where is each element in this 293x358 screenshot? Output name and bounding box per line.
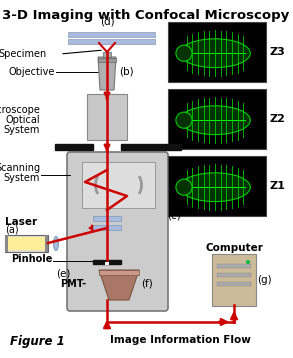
Text: System: System xyxy=(4,125,40,135)
Text: Optical: Optical xyxy=(5,115,40,125)
Text: Specimen: Specimen xyxy=(0,49,47,59)
Text: (d): (d) xyxy=(100,16,114,26)
Text: Pinhole: Pinhole xyxy=(11,254,52,264)
Bar xyxy=(93,225,121,230)
Text: 3-D Imaging with Confocal Microscopy: 3-D Imaging with Confocal Microscopy xyxy=(2,9,289,22)
Bar xyxy=(217,273,251,277)
Ellipse shape xyxy=(180,106,250,135)
Text: PMT-: PMT- xyxy=(60,279,86,289)
FancyBboxPatch shape xyxy=(67,152,168,311)
Bar xyxy=(105,261,109,265)
FancyBboxPatch shape xyxy=(212,254,256,306)
Text: (a): (a) xyxy=(5,224,19,234)
Bar xyxy=(168,22,266,82)
Circle shape xyxy=(176,179,192,195)
Text: Z3: Z3 xyxy=(270,47,286,57)
Bar xyxy=(68,39,155,44)
FancyBboxPatch shape xyxy=(5,235,48,252)
Bar xyxy=(7,237,46,250)
Polygon shape xyxy=(98,57,116,90)
Bar xyxy=(217,264,251,268)
Text: Z1: Z1 xyxy=(270,181,286,191)
Ellipse shape xyxy=(180,39,250,68)
Text: Image Information Flow: Image Information Flow xyxy=(110,335,251,345)
Bar xyxy=(99,270,139,275)
Circle shape xyxy=(176,112,192,128)
Bar xyxy=(87,94,127,140)
Bar xyxy=(98,58,116,62)
Text: Scanning: Scanning xyxy=(0,163,40,173)
Bar xyxy=(217,282,251,286)
Text: (e): (e) xyxy=(56,268,70,278)
Bar xyxy=(168,156,266,216)
Bar xyxy=(93,260,121,264)
Text: Laser: Laser xyxy=(5,217,37,227)
Text: Microscope: Microscope xyxy=(0,105,40,115)
Bar xyxy=(82,162,155,208)
Text: Computer: Computer xyxy=(205,243,263,253)
Text: Objective: Objective xyxy=(8,67,55,77)
Bar xyxy=(121,144,181,150)
Bar xyxy=(68,32,155,37)
Text: (g): (g) xyxy=(257,275,272,285)
Bar xyxy=(103,52,111,57)
Text: Figure 1: Figure 1 xyxy=(10,335,65,348)
Text: Z2: Z2 xyxy=(270,114,286,124)
Polygon shape xyxy=(99,270,139,300)
Bar xyxy=(93,216,121,221)
Bar xyxy=(5,235,8,252)
Text: System: System xyxy=(4,173,40,183)
Circle shape xyxy=(176,45,192,61)
Ellipse shape xyxy=(180,173,250,202)
Text: (b): (b) xyxy=(119,67,134,77)
Circle shape xyxy=(246,260,250,264)
Bar xyxy=(55,144,93,150)
Text: (f): (f) xyxy=(141,279,153,289)
Bar xyxy=(45,235,48,252)
Bar xyxy=(168,89,266,149)
Text: (c): (c) xyxy=(167,210,181,220)
Ellipse shape xyxy=(54,237,59,251)
